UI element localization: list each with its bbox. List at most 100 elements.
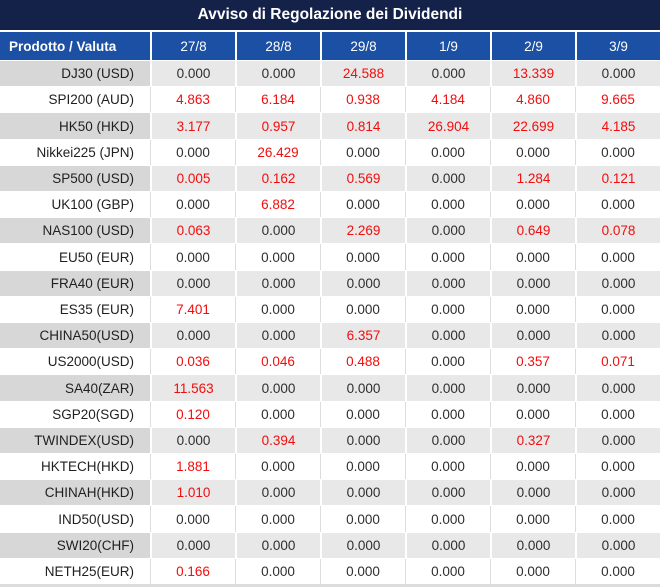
table-row: Nikkei225 (JPN) 0.000 26.429 0.000 0.000 0.00…	[0, 138, 660, 165]
value-cell: 0.000	[235, 506, 320, 532]
value-cell: 0.000	[575, 480, 660, 506]
value-cell: 0.000	[235, 61, 320, 87]
value-cell: 0.000	[320, 244, 405, 270]
value-cell: 4.185	[575, 113, 660, 139]
value-cell: 4.184	[405, 87, 490, 113]
value-cell: 0.120	[150, 401, 235, 427]
value-cell: 0.000	[235, 296, 320, 323]
value-cell: 0.000	[575, 296, 660, 323]
value-cell: 9.665	[575, 87, 660, 113]
value-cell: 0.000	[320, 532, 405, 558]
value-cell: 0.166	[150, 558, 235, 585]
table-row: HK50 (HKD) 3.177 0.957 0.814 26.904 22.699 4.1…	[0, 112, 660, 139]
value-cell: 4.860	[490, 87, 575, 113]
value-cell: 0.000	[405, 218, 490, 244]
product-cell: ES35 (EUR)	[0, 296, 150, 323]
value-cell: 11.563	[150, 375, 235, 401]
table-row: SP500 (USD) 0.005 0.162 0.569 0.000 1.284 0.12…	[0, 164, 660, 192]
table-row: UK100 (GBP) 0.000 6.882 0.000 0.000 0.000 0.00…	[0, 191, 660, 218]
table-row: CHINAH(HKD) 1.010 0.000 0.000 0.000 0.000 0.00…	[0, 479, 660, 506]
value-cell: 0.000	[405, 480, 490, 506]
product-cell: CHINAH(HKD)	[0, 480, 150, 506]
table-row: NETH25(EUR) 0.166 0.000 0.000 0.000 0.000 0.00…	[0, 557, 660, 585]
value-cell: 0.000	[575, 244, 660, 270]
value-cell: 0.327	[490, 427, 575, 454]
column-header-date: 27/8	[150, 32, 235, 60]
value-cell: 0.000	[150, 270, 235, 296]
value-cell: 6.882	[235, 192, 320, 218]
value-cell: 0.000	[405, 427, 490, 454]
table-row: SWI20(CHF) 0.000 0.000 0.000 0.000 0.000 0.000	[0, 531, 660, 558]
value-cell: 0.000	[490, 454, 575, 480]
value-cell: 0.071	[575, 349, 660, 375]
value-cell: 7.401	[150, 296, 235, 323]
product-cell: NAS100 (USD)	[0, 218, 150, 244]
product-cell: SP500 (USD)	[0, 165, 150, 192]
value-cell: 26.429	[235, 139, 320, 165]
value-cell: 0.121	[575, 165, 660, 192]
value-cell: 0.000	[320, 296, 405, 323]
value-cell: 0.000	[405, 349, 490, 375]
page-title: Avviso di Regolazione dei Dividendi	[0, 0, 660, 32]
value-cell: 0.000	[575, 270, 660, 296]
product-cell: CHINA50(USD)	[0, 323, 150, 349]
product-cell: SWI20(CHF)	[0, 532, 150, 558]
value-cell: 0.000	[575, 506, 660, 532]
value-cell: 6.357	[320, 323, 405, 349]
value-cell: 0.036	[150, 349, 235, 375]
value-cell: 0.000	[405, 61, 490, 87]
value-cell: 0.000	[320, 192, 405, 218]
value-cell: 1.881	[150, 454, 235, 480]
product-cell: SPI200 (AUD)	[0, 87, 150, 113]
value-cell: 0.000	[405, 506, 490, 532]
value-cell: 0.000	[150, 427, 235, 454]
value-cell: 0.000	[150, 139, 235, 165]
value-cell: 0.000	[320, 427, 405, 454]
table-row: CHINA50(USD) 0.000 0.000 6.357 0.000 0.000 0.0…	[0, 322, 660, 349]
value-cell: 0.000	[490, 139, 575, 165]
value-cell: 0.000	[235, 532, 320, 558]
value-cell: 0.000	[575, 61, 660, 87]
product-cell: TWINDEX(USD)	[0, 427, 150, 454]
value-cell: 0.000	[490, 192, 575, 218]
value-cell: 0.000	[235, 218, 320, 244]
value-cell: 0.000	[320, 480, 405, 506]
table-row: HKTECH(HKD) 1.881 0.000 0.000 0.000 0.000 0.00…	[0, 453, 660, 480]
value-cell: 0.000	[235, 558, 320, 585]
value-cell: 0.000	[575, 192, 660, 218]
table-row: ES35 (EUR) 7.401 0.000 0.000 0.000 0.000 0.000	[0, 295, 660, 323]
value-cell: 3.177	[150, 113, 235, 139]
product-cell: HK50 (HKD)	[0, 113, 150, 139]
table-row: SA40(ZAR) 11.563 0.000 0.000 0.000 0.000 0.000	[0, 374, 660, 401]
value-cell: 0.000	[405, 375, 490, 401]
value-cell: 0.000	[490, 375, 575, 401]
value-cell: 4.863	[150, 87, 235, 113]
product-cell: EU50 (EUR)	[0, 244, 150, 270]
value-cell: 0.000	[575, 558, 660, 585]
value-cell: 0.000	[320, 558, 405, 585]
column-header-date: 2/9	[490, 32, 575, 60]
value-cell: 0.000	[405, 323, 490, 349]
table-row: SGP20(SGD) 0.120 0.000 0.000 0.000 0.000 0.000	[0, 400, 660, 427]
table-row: TWINDEX(USD) 0.000 0.394 0.000 0.000 0.327 0.0…	[0, 426, 660, 454]
value-cell: 0.000	[405, 244, 490, 270]
value-cell: 0.000	[575, 427, 660, 454]
value-cell: 0.000	[490, 323, 575, 349]
value-cell: 0.162	[235, 165, 320, 192]
value-cell: 0.000	[575, 454, 660, 480]
value-cell: 0.957	[235, 113, 320, 139]
value-cell: 0.000	[150, 192, 235, 218]
value-cell: 0.357	[490, 349, 575, 375]
product-cell: FRA40 (EUR)	[0, 270, 150, 296]
value-cell: 0.000	[320, 454, 405, 480]
product-cell: SA40(ZAR)	[0, 375, 150, 401]
value-cell: 0.000	[405, 532, 490, 558]
value-cell: 0.649	[490, 218, 575, 244]
value-cell: 0.000	[320, 506, 405, 532]
value-cell: 0.000	[235, 480, 320, 506]
product-cell: SGP20(SGD)	[0, 401, 150, 427]
value-cell: 0.000	[575, 401, 660, 427]
table-row: US2000(USD) 0.036 0.046 0.488 0.000 0.357 0.07…	[0, 348, 660, 375]
value-cell: 0.000	[405, 270, 490, 296]
